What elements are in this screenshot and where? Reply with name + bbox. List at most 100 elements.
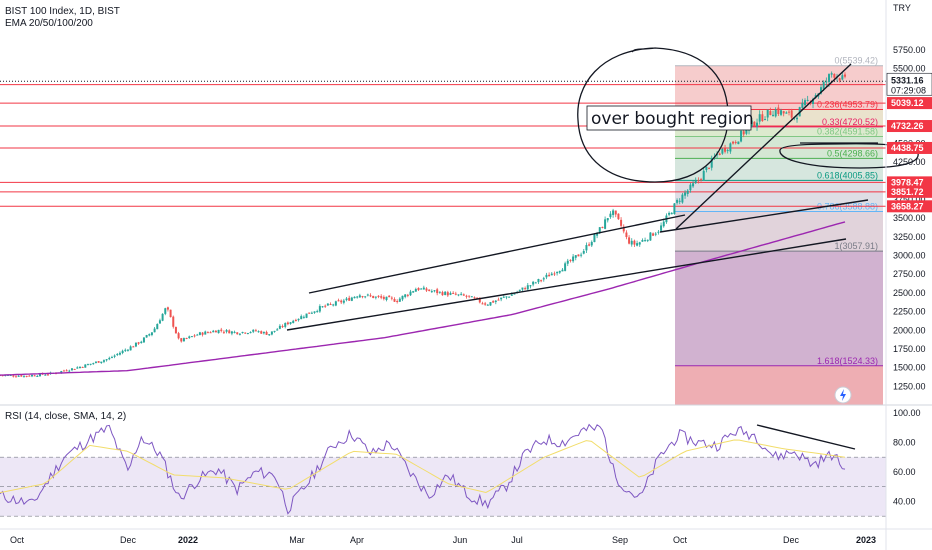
indicator-legend[interactable]: EMA 20/50/100/200	[5, 18, 93, 29]
candle-body	[265, 331, 268, 335]
candle-body	[134, 342, 137, 347]
candle-body	[17, 375, 20, 377]
candle-body	[396, 301, 399, 303]
candle-body	[838, 78, 841, 81]
candle-body	[596, 233, 599, 236]
candle-body	[92, 363, 95, 365]
candle-body	[686, 190, 689, 194]
candle-body	[553, 273, 556, 275]
channel-upper-line[interactable]	[308, 214, 686, 294]
price-badge-text: 3978.47	[891, 177, 924, 187]
candle-body	[670, 212, 673, 215]
price-tick-label: 2750.00	[893, 269, 926, 279]
candle-body	[612, 210, 615, 215]
support-line-steep[interactable]	[675, 63, 852, 230]
candle-body	[217, 329, 220, 334]
candle-body	[537, 279, 540, 283]
horizontal-lines[interactable]	[0, 84, 886, 207]
candle-body	[158, 320, 161, 324]
price-tick-label: 3750.00	[893, 194, 926, 204]
candle-body	[452, 292, 455, 294]
time-tick-label: Oct	[10, 535, 25, 545]
trend-lines[interactable]	[286, 63, 869, 450]
candle-body	[561, 269, 564, 272]
overbought-circle[interactable]	[577, 47, 729, 183]
candle-body	[268, 334, 271, 336]
candle-body	[430, 291, 433, 293]
time-tick-label: Sep	[612, 535, 628, 545]
candle-body	[742, 131, 745, 135]
candle-body	[780, 110, 783, 115]
candle-body	[486, 304, 489, 306]
candle-body	[228, 330, 231, 334]
candle-body	[76, 367, 79, 369]
candle-body	[401, 295, 404, 300]
candle-body	[313, 311, 316, 313]
candle-body	[489, 302, 492, 306]
candle-body	[182, 338, 185, 342]
candle-body	[270, 331, 273, 335]
channel-lower-line[interactable]	[286, 238, 847, 331]
candle-body	[556, 271, 559, 274]
price-tick-label: 3500.00	[893, 213, 926, 223]
annotation-box[interactable]: over bought region	[586, 105, 754, 131]
candle-body	[190, 336, 193, 338]
candle-body	[620, 219, 623, 226]
candle-body	[790, 110, 793, 118]
candle-body	[502, 296, 505, 298]
candle-body	[734, 142, 737, 144]
candle-body	[390, 297, 393, 299]
lightning-icon[interactable]	[834, 386, 852, 404]
price-badge	[887, 176, 932, 189]
candle-body	[468, 295, 471, 297]
candle-body	[137, 342, 140, 344]
candle-body	[745, 128, 748, 134]
candle-body	[329, 304, 332, 306]
candle-body	[129, 346, 132, 351]
candle-body	[145, 335, 148, 338]
rsi-pane[interactable]	[0, 423, 886, 517]
candle-body	[470, 296, 473, 298]
candle-body	[766, 109, 769, 118]
candle-body	[60, 371, 63, 373]
price-badge-text: 4732.26	[891, 121, 924, 131]
candle-body	[28, 375, 31, 377]
candle-body	[569, 259, 572, 261]
candle-body	[740, 130, 743, 142]
candle-body	[246, 333, 249, 335]
candle-body	[524, 288, 527, 290]
price-tick-label: 3250.00	[893, 232, 926, 242]
time-axis[interactable]: Oct Dec 2022 Mar Apr Jun Jul Sep Oct Dec 2023	[10, 535, 876, 545]
rsi-divergence-line[interactable]	[756, 424, 856, 450]
candle-body	[388, 295, 391, 298]
rsi-axis[interactable]: 40.00 60.00 80.00 100.00	[893, 408, 921, 507]
price-badge	[887, 200, 932, 213]
candle-body	[694, 180, 697, 184]
candle-body	[654, 233, 657, 235]
candle-body	[321, 306, 324, 308]
candle-body	[297, 318, 300, 321]
candle-body	[30, 375, 33, 377]
candle-body	[374, 296, 377, 298]
candle-body	[73, 368, 76, 370]
candle-body	[302, 316, 305, 318]
candle-body	[308, 312, 311, 314]
candle-body	[166, 307, 169, 310]
candle-body	[209, 332, 212, 334]
candle-body	[337, 300, 340, 302]
candle-body	[172, 316, 175, 327]
price-badge-text: 5039.12	[891, 98, 924, 108]
support-line-long[interactable]	[659, 199, 869, 233]
candle-body	[617, 213, 620, 220]
price-axis[interactable]: 1250.00 1500.00 1750.00 2000.00 2250.00 2500.…	[893, 45, 926, 391]
candle-body	[465, 295, 468, 297]
candle-body	[500, 297, 503, 300]
candle-body	[206, 332, 209, 334]
rsi-tick-label: 100.00	[893, 408, 921, 418]
candle-body	[220, 329, 223, 331]
candle-body	[86, 364, 89, 366]
candle-body	[233, 331, 236, 333]
rsi-legend[interactable]: RSI (14, close, SMA, 14, 2)	[5, 411, 126, 422]
candle-body	[164, 308, 167, 314]
